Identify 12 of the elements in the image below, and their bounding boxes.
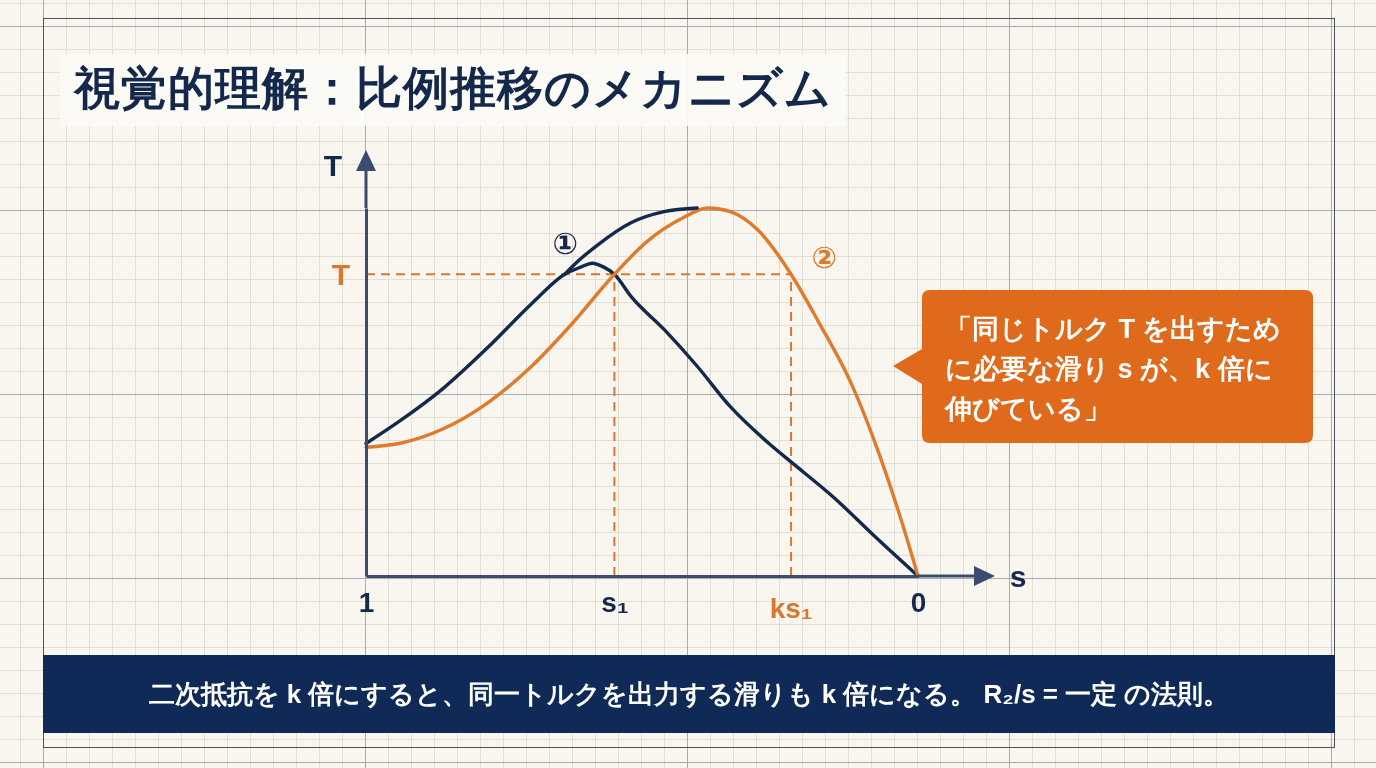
series-label: ② (811, 240, 837, 274)
series-label: ① (552, 226, 579, 260)
text: 二次抵抗を k 倍にすると、同一トルクを出力する滑りも k 倍になる。 R₂/s = 一定 の法則。 (148, 677, 1230, 711)
ref-line-label: T (331, 258, 351, 292)
text: 「同じトルク T を出すために必要な滑り s が、k 倍に伸びている」 (945, 313, 1283, 426)
x-tick-label: s₁ (601, 586, 629, 618)
x-tick-label: 0 (910, 586, 927, 618)
x-tick-label: 1 (358, 586, 375, 618)
chart-title: 視覚的理解：比例推移のメカニズム (60, 54, 846, 126)
x-axis-title: s (1009, 559, 1027, 593)
ref-line-label: ks₁ (769, 593, 813, 624)
y-axis-title: T (323, 148, 343, 182)
